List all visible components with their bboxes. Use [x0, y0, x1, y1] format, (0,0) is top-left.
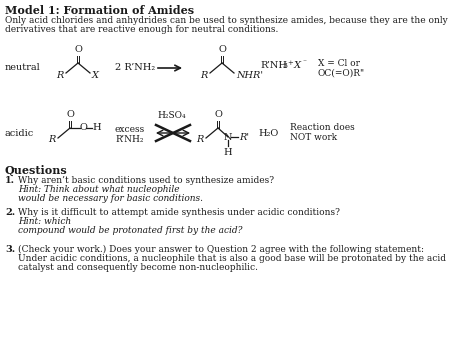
- Text: Hint: Think about what nucleophile: Hint: Think about what nucleophile: [18, 185, 180, 194]
- Text: O: O: [66, 110, 74, 119]
- Text: (Check your work.) Does your answer to Question 2 agree with the following state: (Check your work.) Does your answer to Q…: [18, 245, 424, 254]
- Text: Hint: which: Hint: which: [18, 217, 71, 226]
- Text: compound would be protonated first by the acid?: compound would be protonated first by th…: [18, 226, 243, 235]
- Text: 2 R’NH₂: 2 R’NH₂: [115, 64, 155, 73]
- Text: O: O: [80, 123, 88, 132]
- Text: R: R: [49, 135, 56, 144]
- Text: N: N: [224, 132, 232, 142]
- Text: O: O: [218, 45, 226, 54]
- Text: +: +: [287, 59, 293, 67]
- Text: H: H: [224, 148, 232, 157]
- Text: X: X: [92, 70, 99, 79]
- Text: Questions: Questions: [5, 165, 68, 176]
- Text: R: R: [201, 70, 208, 79]
- Text: R: R: [56, 70, 64, 79]
- Text: H₂O: H₂O: [258, 129, 278, 138]
- Text: catalyst and consequently become non-nucleophilic.: catalyst and consequently become non-nuc…: [18, 263, 258, 272]
- Text: Only acid chlorides and anhydrides can be used to synthesize amides, because the: Only acid chlorides and anhydrides can b…: [5, 16, 448, 25]
- Text: H: H: [92, 123, 100, 132]
- Text: would be necessary for basic conditions.: would be necessary for basic conditions.: [18, 194, 203, 203]
- Text: Under acidic conditions, a nucleophile that is also a good base will be protonat: Under acidic conditions, a nucleophile t…: [18, 254, 446, 263]
- Text: excess: excess: [115, 125, 145, 134]
- Text: O: O: [214, 110, 222, 119]
- Text: Model 1: Formation of Amides: Model 1: Formation of Amides: [5, 5, 194, 16]
- Text: Why aren’t basic conditions used to synthesize amides?: Why aren’t basic conditions used to synt…: [18, 176, 274, 185]
- Text: 3.: 3.: [5, 245, 15, 254]
- Text: X: X: [291, 61, 301, 70]
- Text: ⁻: ⁻: [302, 59, 306, 67]
- Text: derivatives that are reactive enough for neutral conditions.: derivatives that are reactive enough for…: [5, 25, 278, 34]
- Text: H₂SO₄: H₂SO₄: [158, 111, 186, 121]
- Text: R’NH₂: R’NH₂: [115, 135, 144, 143]
- Text: R': R': [239, 132, 249, 142]
- Text: 1.: 1.: [5, 176, 15, 185]
- Text: 2.: 2.: [5, 208, 15, 217]
- Text: 3: 3: [282, 62, 287, 70]
- Text: R’NH: R’NH: [260, 61, 287, 70]
- Text: acidic: acidic: [5, 129, 34, 138]
- Text: Reaction does: Reaction does: [290, 123, 355, 132]
- Text: OC(=O)R": OC(=O)R": [318, 69, 365, 77]
- Text: X = Cl or: X = Cl or: [318, 58, 360, 68]
- Text: NOT work: NOT work: [290, 134, 337, 143]
- Text: NHR': NHR': [236, 70, 263, 79]
- Text: R: R: [197, 135, 204, 144]
- Text: neutral: neutral: [5, 64, 41, 73]
- Text: Why is it difficult to attempt amide synthesis under acidic conditions?: Why is it difficult to attempt amide syn…: [18, 208, 340, 217]
- Text: O: O: [74, 45, 82, 54]
